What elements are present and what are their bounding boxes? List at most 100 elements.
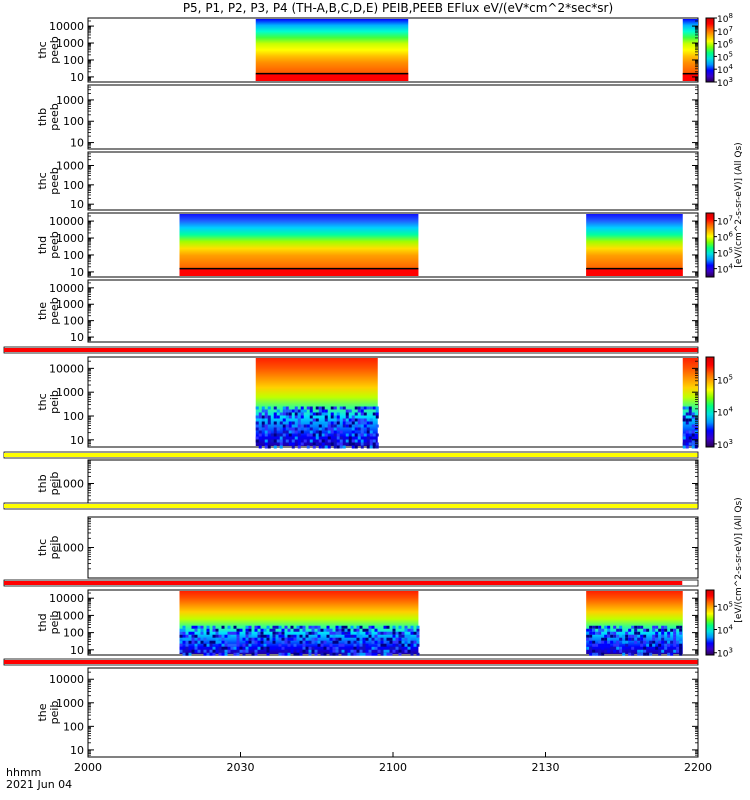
noise-pixel bbox=[372, 445, 376, 449]
noise-pixel bbox=[341, 643, 345, 647]
noise-pixel bbox=[251, 652, 255, 656]
y-tick-label: 100 bbox=[63, 54, 84, 67]
noise-pixel bbox=[592, 643, 596, 647]
noise-pixel bbox=[182, 625, 186, 629]
noise-pixel bbox=[372, 433, 376, 437]
noise-pixel bbox=[347, 631, 351, 635]
noise-pixel bbox=[392, 649, 396, 653]
noise-pixel bbox=[317, 625, 321, 629]
noise-pixel bbox=[360, 406, 364, 410]
noise-pixel bbox=[215, 649, 219, 653]
noise-pixel bbox=[679, 643, 683, 647]
noise-pixel bbox=[254, 649, 258, 653]
noise-pixel bbox=[342, 421, 346, 425]
noise-pixel bbox=[323, 640, 327, 644]
noise-pixel bbox=[197, 649, 201, 653]
noise-pixel bbox=[395, 646, 399, 650]
colorbar-tick-label: 104 bbox=[717, 623, 733, 636]
x-tick-label: 2000 bbox=[74, 761, 102, 774]
probe-label: thc bbox=[36, 539, 49, 556]
noise-pixel bbox=[261, 406, 265, 410]
instrument-label: peib bbox=[48, 536, 61, 560]
noise-pixel bbox=[667, 640, 671, 644]
noise-pixel bbox=[407, 643, 411, 647]
noise-pixel bbox=[643, 649, 647, 653]
noise-pixel bbox=[682, 445, 686, 449]
noise-pixel bbox=[604, 634, 608, 638]
noise-pixel bbox=[218, 649, 222, 653]
noise-pixel bbox=[242, 652, 246, 656]
noise-pixel bbox=[285, 430, 289, 434]
noise-pixel bbox=[341, 652, 345, 656]
noise-pixel bbox=[182, 634, 186, 638]
time-axis-label: hhmm bbox=[6, 766, 41, 779]
noise-pixel bbox=[353, 649, 357, 653]
noise-pixel bbox=[264, 427, 268, 431]
noise-pixel bbox=[371, 637, 375, 641]
noise-pixel bbox=[261, 418, 265, 422]
noise-pixel bbox=[589, 640, 593, 644]
noise-pixel bbox=[655, 625, 659, 629]
noise-pixel bbox=[284, 640, 288, 644]
noise-pixel bbox=[309, 430, 313, 434]
noise-pixel bbox=[363, 421, 367, 425]
x-tick-label: 2130 bbox=[532, 761, 560, 774]
noise-pixel bbox=[348, 421, 352, 425]
noise-pixel bbox=[375, 406, 379, 410]
noise-pixel bbox=[374, 652, 378, 656]
noise-pixel bbox=[290, 646, 294, 650]
noise-pixel bbox=[389, 631, 393, 635]
noise-pixel bbox=[374, 646, 378, 650]
mode-bar bbox=[4, 453, 698, 457]
noise-pixel bbox=[389, 652, 393, 656]
noise-pixel bbox=[351, 421, 355, 425]
noise-pixel bbox=[306, 433, 310, 437]
noise-pixel bbox=[224, 646, 228, 650]
noise-pixel bbox=[339, 439, 343, 443]
noise-pixel bbox=[203, 649, 207, 653]
noise-pixel bbox=[592, 652, 596, 656]
noise-pixel bbox=[634, 634, 638, 638]
noise-pixel bbox=[324, 412, 328, 416]
noise-pixel bbox=[327, 439, 331, 443]
noise-pixel bbox=[260, 646, 264, 650]
noise-pixel bbox=[290, 625, 294, 629]
noise-pixel bbox=[360, 421, 364, 425]
noise-pixel bbox=[272, 631, 276, 635]
noise-pixel bbox=[326, 625, 330, 629]
noise-pixel bbox=[284, 649, 288, 653]
noise-pixel bbox=[267, 421, 271, 425]
noise-pixel bbox=[682, 436, 686, 440]
noise-pixel bbox=[589, 652, 593, 656]
noise-pixel bbox=[377, 649, 381, 653]
noise-pixel bbox=[224, 634, 228, 638]
noise-pixel bbox=[682, 442, 686, 446]
noise-pixel bbox=[335, 640, 339, 644]
noise-pixel bbox=[673, 631, 677, 635]
noise-pixel bbox=[667, 631, 671, 635]
noise-pixel bbox=[348, 409, 352, 413]
chart-title: P5, P1, P2, P3, P4 (TH-A,B,C,D,E) PEIB,P… bbox=[183, 1, 613, 15]
noise-pixel bbox=[212, 625, 216, 629]
noise-pixel bbox=[200, 628, 204, 632]
noise-pixel bbox=[338, 631, 342, 635]
noise-pixel bbox=[276, 439, 280, 443]
noise-pixel bbox=[266, 634, 270, 638]
noise-pixel bbox=[281, 646, 285, 650]
noise-pixel bbox=[607, 625, 611, 629]
noise-pixel bbox=[200, 640, 204, 644]
noise-pixel bbox=[347, 649, 351, 653]
noise-pixel bbox=[299, 625, 303, 629]
noise-pixel bbox=[354, 424, 358, 428]
noise-pixel bbox=[329, 649, 333, 653]
noise-pixel bbox=[336, 433, 340, 437]
noise-pixel bbox=[404, 628, 408, 632]
noise-pixel bbox=[272, 637, 276, 641]
noise-pixel bbox=[348, 418, 352, 422]
noise-pixel bbox=[264, 433, 268, 437]
mode-bar bbox=[4, 348, 698, 352]
noise-pixel bbox=[333, 415, 337, 419]
noise-pixel bbox=[296, 652, 300, 656]
